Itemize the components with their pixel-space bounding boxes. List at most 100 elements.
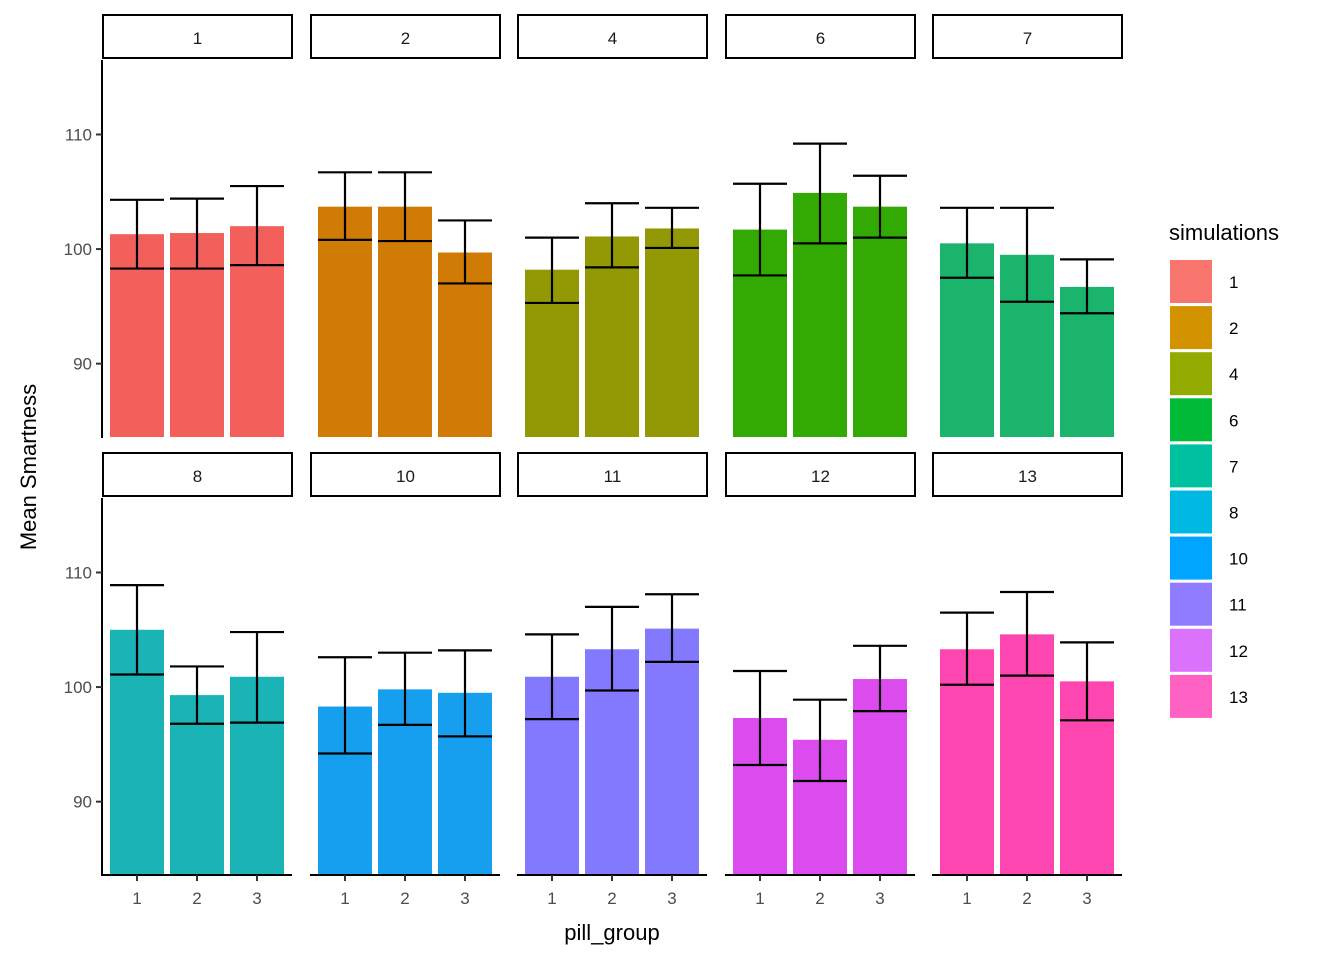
legend-swatch [1170, 582, 1212, 626]
x-tick-label: 2 [815, 889, 824, 908]
legend-label: 7 [1229, 457, 1238, 476]
legend-label: 12 [1229, 642, 1248, 661]
legend-swatch [1170, 444, 1212, 488]
facet-strip [102, 452, 293, 497]
facet-panel: 7 [932, 14, 1123, 437]
bar [940, 649, 994, 875]
x-tick-label: 3 [252, 889, 261, 908]
y-tick-label: 110 [65, 125, 92, 144]
facet-strip [102, 14, 293, 59]
facet-panel: 2 [310, 14, 501, 437]
error-bar [585, 202, 639, 269]
x-tick-label: 1 [547, 889, 556, 908]
facet-strip [725, 14, 916, 59]
y-tick-label: 100 [64, 240, 92, 259]
facet-panel: 121 2 3 [725, 452, 916, 908]
legend-item: 1 [1170, 260, 1238, 303]
y-axis-label: Mean Smartness [16, 384, 41, 550]
x-tick-label: 1 [132, 889, 141, 908]
x-tick-label: 3 [875, 889, 884, 908]
x-tick-label: 1 [962, 889, 971, 908]
legend-item: 7 [1170, 444, 1238, 488]
legend-item: 13 [1170, 674, 1248, 718]
facet-strip-label: 11 [604, 467, 622, 486]
legend-item: 10 [1170, 536, 1248, 580]
error-bar [793, 698, 847, 783]
y-tick-label: 110 [65, 563, 92, 582]
error-bar [645, 593, 699, 663]
facet-strip-label: 13 [1018, 467, 1037, 486]
error-bar [733, 669, 787, 767]
legend-title: simulations [1169, 220, 1279, 245]
facet-strip-label: 7 [1023, 29, 1032, 48]
error-bar [110, 198, 164, 270]
error-bar [645, 206, 699, 250]
facet-strip-label: 12 [811, 467, 830, 486]
error-bar [525, 236, 579, 305]
facet-panel: 8 90 100 110 1 2 3 [64, 452, 293, 908]
facet-strip [310, 452, 501, 497]
legend-swatch [1170, 260, 1212, 303]
bar [318, 206, 372, 437]
x-tick-label: 3 [667, 889, 676, 908]
facet-panel: 13 1 2 3 [932, 452, 1123, 908]
error-bar [170, 197, 224, 270]
bar [645, 228, 699, 437]
x-tick-label: 2 [192, 889, 201, 908]
bar [585, 236, 639, 437]
legend-swatch [1170, 536, 1212, 580]
legend-label: 6 [1229, 411, 1238, 430]
error-bar [230, 184, 284, 267]
error-bar [940, 206, 994, 279]
y-tick-label: 90 [73, 355, 92, 374]
legend-label: 1 [1229, 273, 1238, 292]
facet-panel: 4 [517, 14, 708, 437]
bar [170, 695, 224, 875]
bar [645, 628, 699, 875]
legend-label: 4 [1229, 365, 1238, 384]
error-bar [853, 174, 907, 239]
error-bar [1060, 258, 1114, 315]
legend-swatch [1170, 398, 1212, 442]
error-bar [378, 171, 432, 243]
error-bar [585, 605, 639, 692]
error-bar [793, 142, 847, 245]
legend-item: 4 [1170, 352, 1238, 396]
x-axis-label: pill_group [564, 920, 659, 945]
facet-panel: 111 2 3 [517, 452, 708, 908]
error-bar [438, 649, 492, 738]
error-bar [110, 583, 164, 676]
facet-strip [932, 14, 1123, 59]
legend-item: 8 [1170, 490, 1238, 534]
facet-strip [517, 452, 708, 497]
error-bar [525, 633, 579, 721]
legend-item: 11 [1170, 582, 1247, 626]
legend-swatch [1170, 352, 1212, 396]
facet-strip-label: 10 [396, 467, 415, 486]
facet-panel: 1 90 100 110 [64, 14, 293, 438]
facet-strip [310, 14, 501, 59]
legend-label: 8 [1229, 504, 1238, 523]
legend-label: 10 [1229, 550, 1248, 569]
bar [853, 206, 907, 437]
error-bar [318, 171, 372, 242]
y-tick-label: 90 [73, 793, 92, 812]
error-bar [438, 219, 492, 285]
x-tick-label: 2 [400, 889, 409, 908]
legend-swatch [1170, 490, 1212, 534]
x-tick-label: 1 [340, 889, 349, 908]
y-tick-label: 100 [64, 678, 92, 697]
x-tick-label: 3 [1082, 889, 1091, 908]
x-tick-label: 2 [607, 889, 616, 908]
facet-strip-label: 4 [608, 29, 617, 48]
legend-swatch [1170, 628, 1212, 672]
legend-label: 11 [1229, 596, 1247, 615]
facet-strip-label: 8 [193, 467, 202, 486]
error-bar [1000, 206, 1054, 303]
legend-swatch [1170, 674, 1212, 718]
error-bar [853, 644, 907, 713]
